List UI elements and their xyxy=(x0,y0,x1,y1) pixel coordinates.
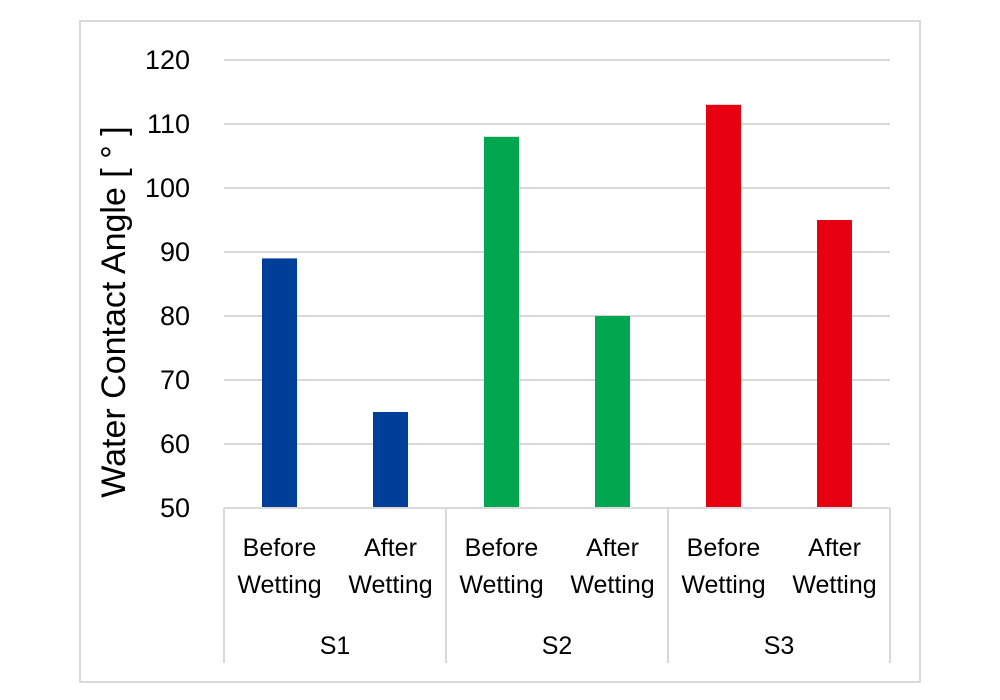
bar-s3-before xyxy=(706,104,741,509)
x-category-label: Before xyxy=(243,534,317,562)
x-category-label: Wetting xyxy=(792,571,876,599)
bar-s1-before xyxy=(262,258,297,508)
y-axis-ticks: 50 60 70 80 90 100 110 120 xyxy=(145,45,190,523)
x-group-label: S3 xyxy=(764,632,795,660)
x-category-label: Wetting xyxy=(459,571,543,599)
y-tick-label: 50 xyxy=(160,493,190,523)
x-category-label: After xyxy=(364,534,417,562)
y-tick-label: 90 xyxy=(160,237,190,267)
x-category-label: After xyxy=(586,534,639,562)
y-axis-title: Water Contact Angle [ ° ] xyxy=(95,126,133,497)
x-category-label: Before xyxy=(687,534,761,562)
x-axis xyxy=(223,507,891,663)
y-tick-label: 60 xyxy=(160,429,190,459)
y-tick-label: 80 xyxy=(160,301,190,331)
bar-s2-after xyxy=(595,316,630,508)
x-group-label: S2 xyxy=(542,632,573,660)
x-group-label: S1 xyxy=(320,632,351,660)
bar-s3-after xyxy=(817,220,852,508)
x-axis-categories: Before Wetting After Wetting S1 Before Wetting… xyxy=(237,534,876,660)
bar-s2-before xyxy=(484,136,519,509)
y-tick-label: 100 xyxy=(145,173,190,203)
y-tick-label: 70 xyxy=(160,365,190,395)
y-tick-label: 120 xyxy=(145,45,190,75)
x-category-label: Before xyxy=(465,534,539,562)
x-category-label: Wetting xyxy=(681,571,765,599)
x-category-label: After xyxy=(808,534,861,562)
bar-s1-after xyxy=(373,412,408,508)
bars xyxy=(262,104,852,509)
x-category-label: Wetting xyxy=(348,571,432,599)
x-category-label: Wetting xyxy=(570,571,654,599)
x-category-label: Wetting xyxy=(237,571,321,599)
y-tick-label: 110 xyxy=(147,109,190,139)
gridlines xyxy=(224,59,890,445)
